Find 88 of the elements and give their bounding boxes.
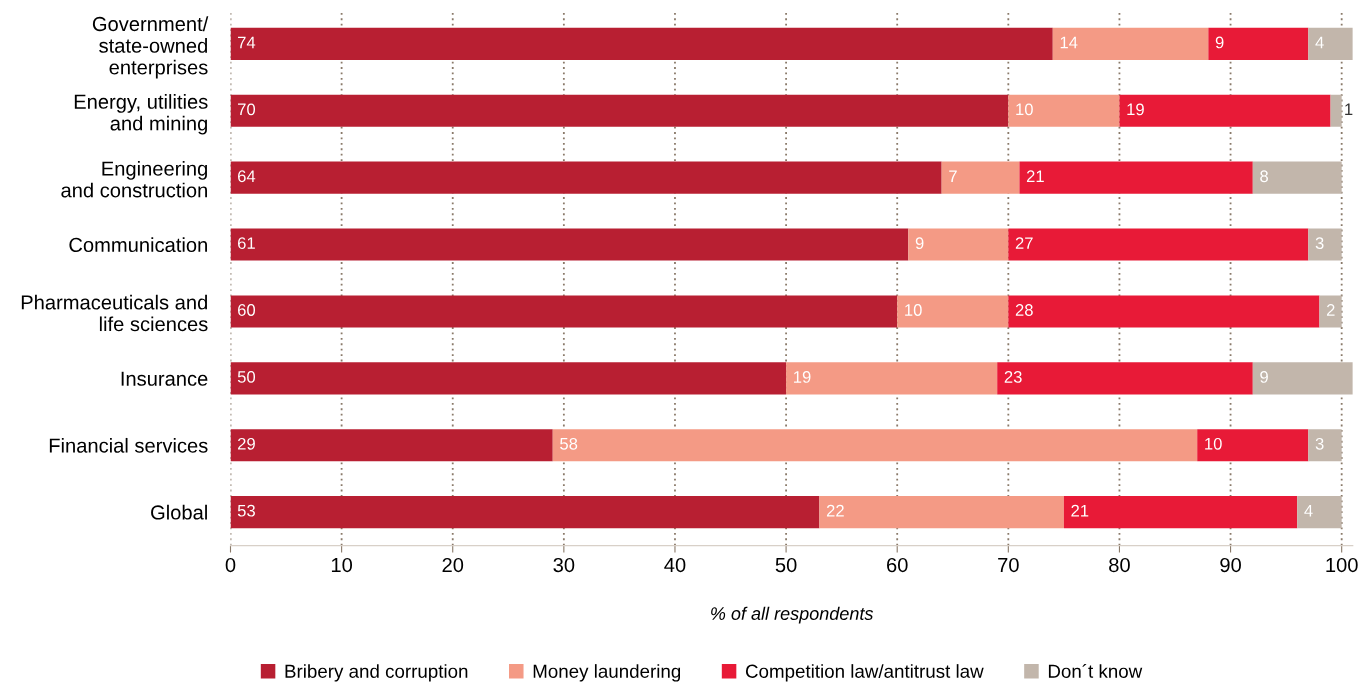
- bar: [1019, 161, 1253, 194]
- data-label: 21: [1071, 504, 1089, 517]
- x-tick-label: 50: [775, 557, 797, 573]
- data-label: 10: [905, 304, 922, 316]
- data-label: 50: [237, 371, 256, 383]
- data-label: 9: [1260, 371, 1268, 383]
- x-tick-label: 80: [1109, 557, 1130, 573]
- y-tick-label: Energy, utilities and mining: [74, 94, 208, 135]
- x-tick-label: 100: [1326, 557, 1358, 573]
- bar: [230, 496, 820, 529]
- y-tick-label: Communication: [69, 237, 207, 253]
- legend-label: Money laundering: [533, 664, 681, 682]
- data-label: 70: [238, 103, 256, 116]
- data-label: 74: [238, 36, 256, 49]
- bar: [1308, 228, 1342, 261]
- x-tick-label: 20: [442, 557, 464, 573]
- bar: [230, 161, 942, 194]
- bar: [997, 362, 1253, 395]
- data-label: 28: [1015, 304, 1033, 316]
- bar: [1197, 429, 1309, 462]
- bar: [230, 27, 1053, 60]
- bar: [1008, 295, 1320, 328]
- data-label: 64: [238, 170, 256, 183]
- data-label: 27: [1015, 237, 1033, 249]
- x-tick-label: 90: [1220, 557, 1241, 573]
- bar: [897, 295, 1009, 328]
- bar: [230, 295, 898, 328]
- bar: [230, 228, 909, 261]
- x-axis-title: % of all respondents: [711, 606, 874, 624]
- bar: [1297, 496, 1342, 529]
- data-label: 3: [1315, 437, 1324, 450]
- data-label: 9: [1215, 36, 1224, 49]
- bar: [230, 362, 787, 395]
- legend-label: Competition law/antitrust law: [745, 664, 984, 682]
- bar: [1252, 161, 1342, 194]
- x-tick-label: 0: [225, 557, 236, 573]
- bar: [1008, 94, 1120, 127]
- data-label: 60: [238, 304, 256, 316]
- x-tick-label: 70: [998, 557, 1019, 573]
- bar: [552, 429, 1198, 462]
- bar: [1308, 429, 1342, 462]
- bar: [1308, 27, 1353, 60]
- data-label: 2: [1326, 304, 1335, 316]
- legend-label: Don´t know: [1048, 663, 1143, 678]
- bar: [1052, 27, 1209, 60]
- data-label: 7: [949, 170, 957, 182]
- data-label: 21: [1026, 170, 1044, 182]
- data-label: 19: [794, 371, 811, 383]
- bar: [230, 94, 1009, 127]
- x-tick-label: 30: [553, 557, 575, 573]
- bar: [1063, 496, 1298, 529]
- data-label: 53: [237, 504, 255, 517]
- y-tick-label: Pharmaceuticals and life sciences: [21, 294, 208, 332]
- data-label: 10: [1016, 103, 1033, 116]
- bar: [819, 496, 1064, 529]
- data-label: 61: [238, 237, 255, 250]
- bar: [1330, 94, 1342, 127]
- data-label: 8: [1260, 170, 1268, 183]
- data-label: 14: [1060, 36, 1078, 49]
- bar: [1252, 362, 1353, 395]
- bar: [1319, 295, 1342, 328]
- bar: [1008, 228, 1309, 261]
- x-tick-label: 40: [664, 557, 686, 573]
- y-tick-label: Financial services: [49, 437, 208, 453]
- bar: [786, 362, 998, 395]
- legend-label: Bribery and corruption: [285, 664, 468, 682]
- data-label: 3: [1315, 237, 1324, 250]
- bar: [1208, 27, 1309, 60]
- data-label: 9: [915, 237, 924, 250]
- data-label: 4: [1315, 36, 1324, 49]
- data-label: 58: [560, 437, 578, 450]
- data-label: 22: [826, 504, 844, 517]
- bar: [1119, 94, 1331, 127]
- data-label: 1: [1345, 103, 1353, 116]
- y-tick-label: Global: [151, 504, 207, 520]
- y-tick-label: Insurance: [121, 371, 208, 386]
- data-label: 29: [238, 437, 255, 450]
- data-label: 19: [1127, 103, 1144, 116]
- bar: [941, 161, 1020, 194]
- bar: [230, 429, 553, 462]
- data-label: 10: [1205, 437, 1222, 450]
- x-tick-label: 10: [331, 557, 353, 573]
- x-tick-label: 60: [887, 557, 908, 573]
- y-tick-label: Government/ state-owned enterprises: [92, 16, 209, 79]
- data-label: 4: [1304, 504, 1313, 517]
- bar: [908, 228, 1009, 261]
- y-tick-label: Engineering and construction: [61, 160, 207, 198]
- data-label: 23: [1004, 371, 1022, 383]
